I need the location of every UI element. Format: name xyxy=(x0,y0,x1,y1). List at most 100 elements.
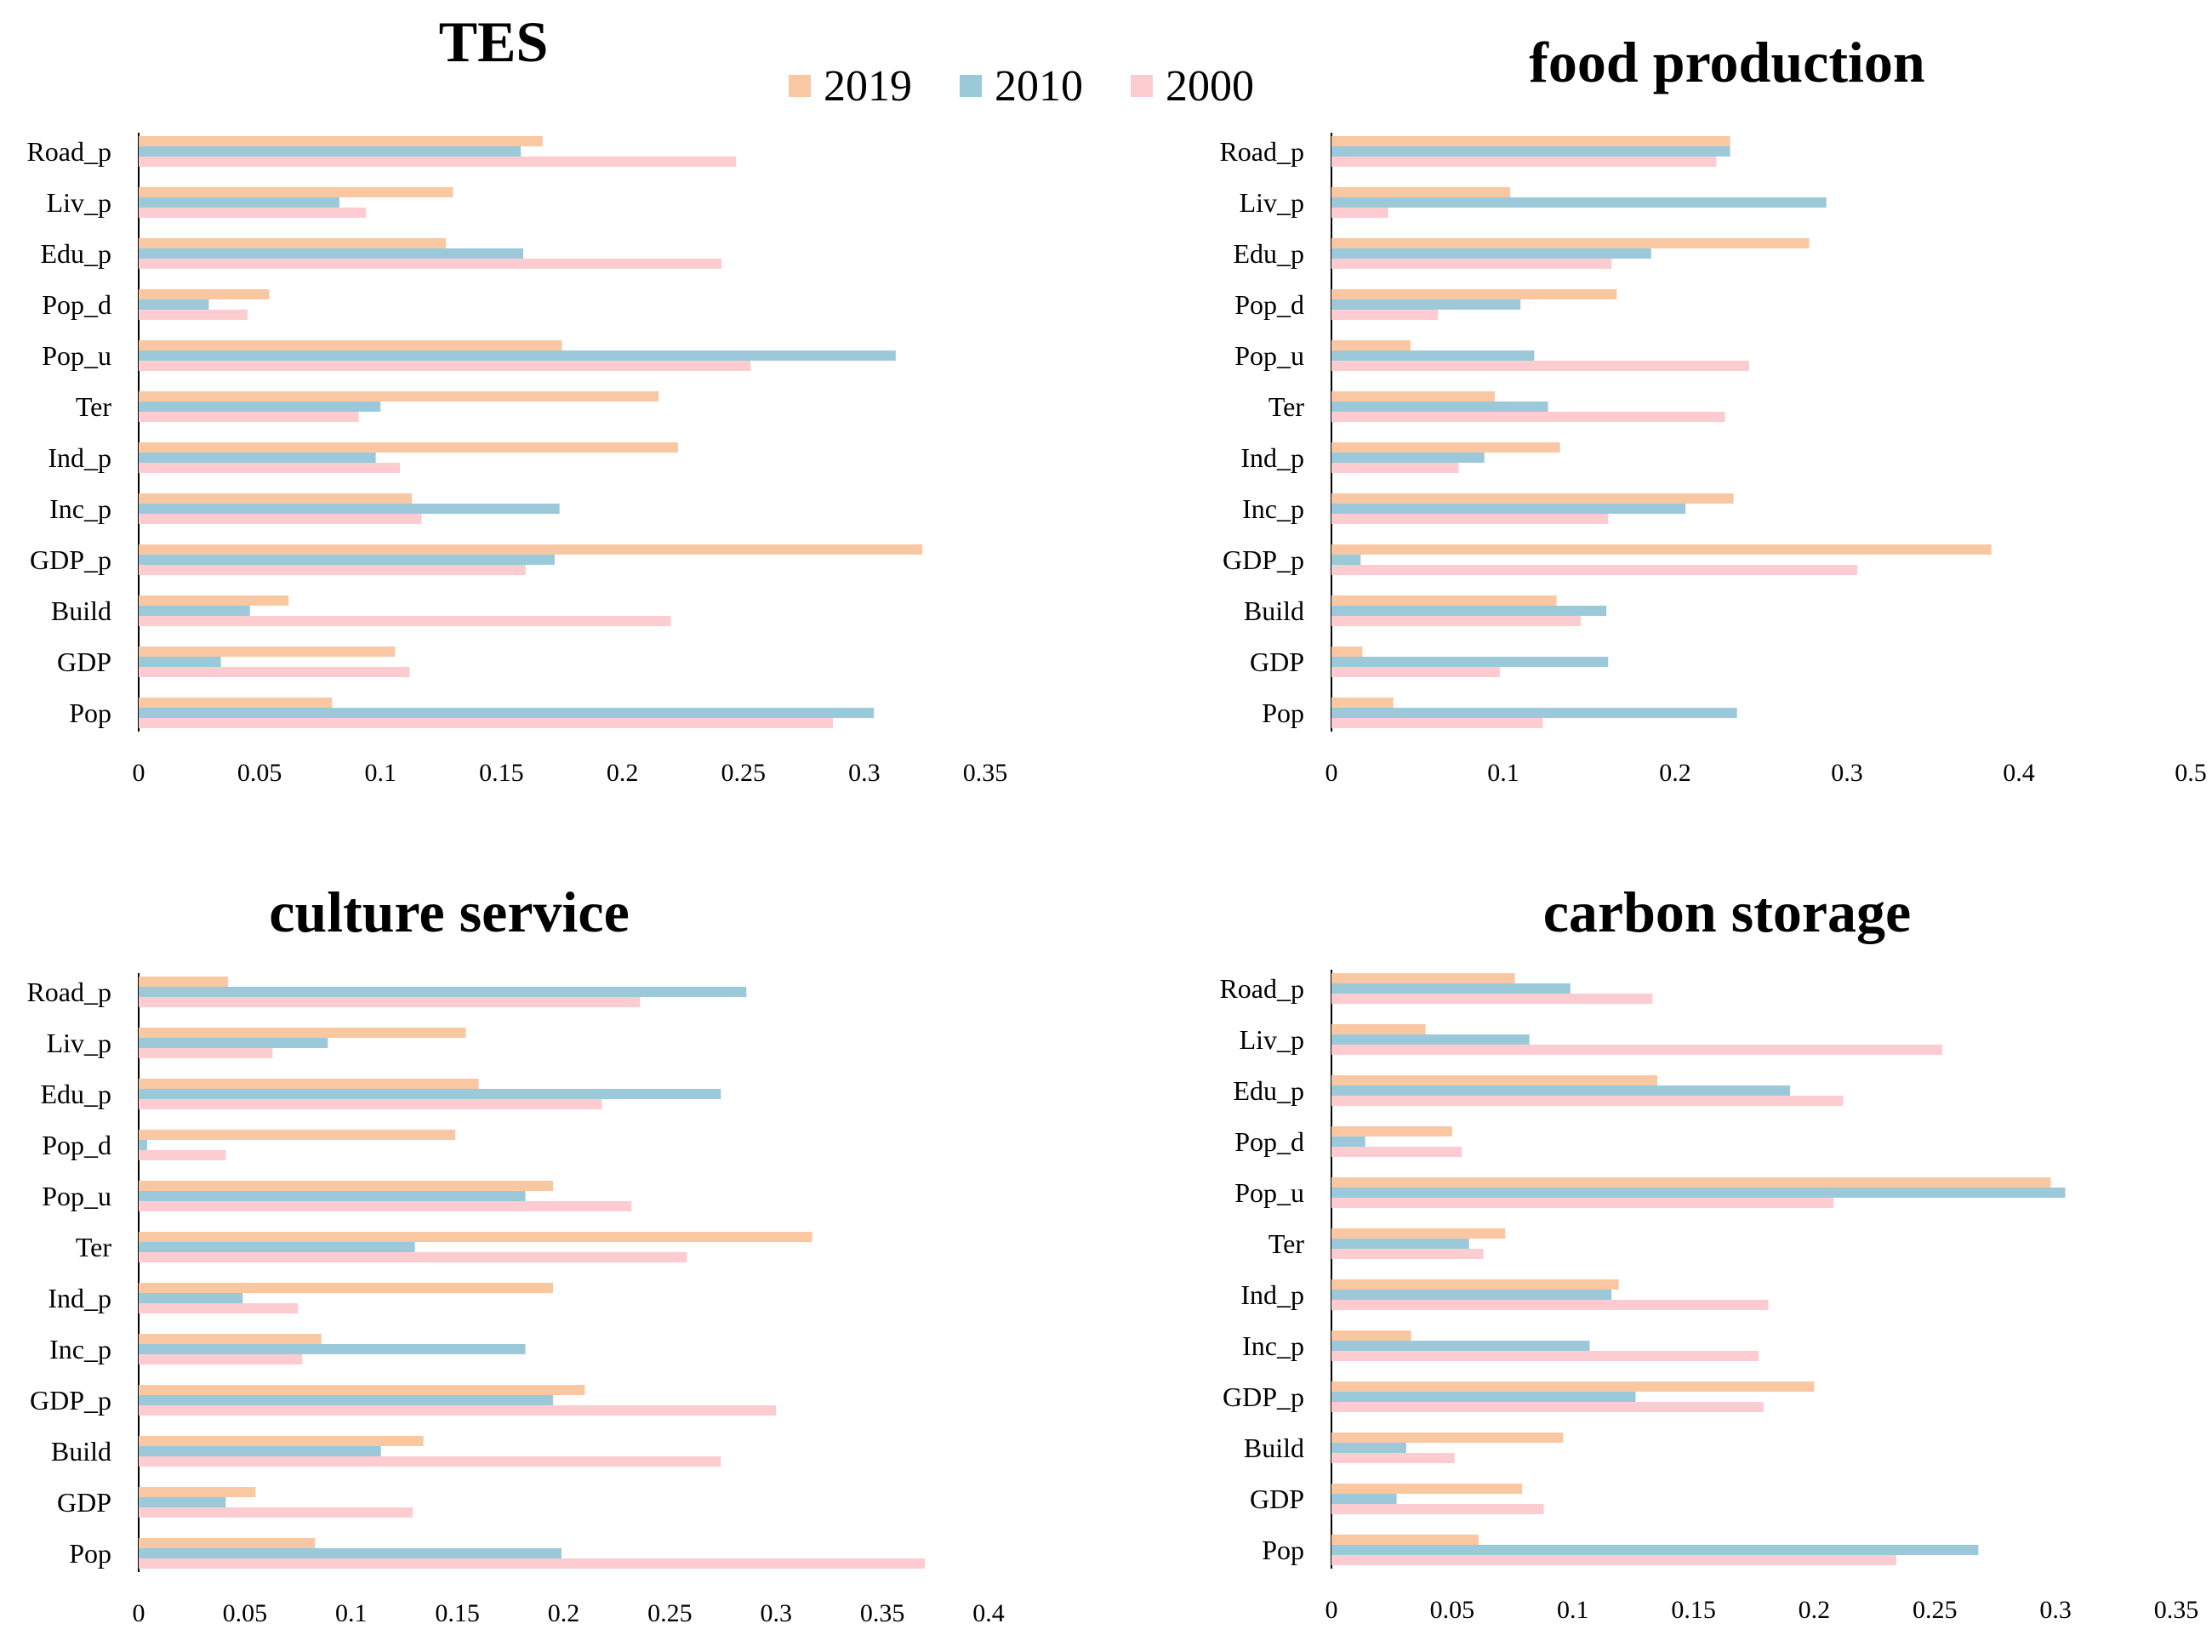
bar-liv-p-2000 xyxy=(1331,208,1388,218)
bar-edu-p-2010 xyxy=(1331,1085,1791,1096)
bar-pop-2019 xyxy=(1331,1535,1479,1545)
legend-swatch-2019 xyxy=(789,75,811,97)
bar-build-2000 xyxy=(139,616,671,626)
bar-build-2000 xyxy=(1331,616,1581,626)
bar-liv-p-2000 xyxy=(1331,1045,1942,1055)
category-label-liv-p: Liv_p xyxy=(47,187,111,218)
bar-build-2010 xyxy=(139,606,250,616)
category-label-ind-p: Ind_p xyxy=(48,442,111,473)
bar-gdp-2010 xyxy=(139,1497,226,1507)
bar-gdp-2000 xyxy=(139,1507,413,1518)
category-label-inc-p: Inc_p xyxy=(1242,1330,1304,1361)
bar-road-p-2000 xyxy=(139,997,641,1007)
category-label-pop-u: Pop_u xyxy=(42,1181,111,1211)
bar-road-p-2019 xyxy=(1331,973,1515,983)
bar-edu-p-2000 xyxy=(139,1099,602,1109)
bar-pop-2010 xyxy=(1331,1545,1979,1555)
bar-build-2019 xyxy=(139,1436,424,1446)
bar-liv-p-2019 xyxy=(1331,187,1511,197)
category-label-pop: Pop xyxy=(69,1538,111,1569)
bar-liv-p-2000 xyxy=(139,208,367,218)
category-label-liv-p: Liv_p xyxy=(1240,187,1304,218)
bar-edu-p-2010 xyxy=(139,1089,721,1099)
bar-gdp-p-2019 xyxy=(1331,544,1992,555)
category-label-build: Build xyxy=(51,595,111,626)
bar-ind-p-2000 xyxy=(1331,463,1459,473)
bar-pop-d-2019 xyxy=(139,1130,456,1140)
category-label-inc-p: Inc_p xyxy=(49,1334,111,1364)
bar-road-p-2019 xyxy=(139,977,228,987)
panel-culture-service: culture service Pop GDP Build GDP_p Inc_p Ind_… xyxy=(26,880,1004,1627)
x-tick-label: 0.25 xyxy=(721,759,766,787)
x-tick-label: 0 xyxy=(1325,1596,1338,1624)
category-label-ind-p: Ind_p xyxy=(1240,442,1304,473)
bar-build-2019 xyxy=(139,595,289,606)
chart-title: culture service xyxy=(269,880,630,944)
bar-ter-2019 xyxy=(1331,1228,1506,1239)
x-tick-label: 0.3 xyxy=(848,759,881,787)
x-tick-label: 0.1 xyxy=(335,1599,368,1627)
bar-pop-u-2000 xyxy=(139,361,751,371)
bar-gdp-2019 xyxy=(1331,1484,1523,1494)
bar-road-p-2010 xyxy=(1331,983,1571,994)
bar-gdp-p-2010 xyxy=(139,1395,554,1405)
bar-pop-u-2000 xyxy=(139,1201,632,1211)
bar-gdp-p-2010 xyxy=(1331,555,1361,565)
x-tick-label: 0.2 xyxy=(548,1599,580,1627)
bar-road-p-2000 xyxy=(1331,994,1653,1004)
bar-ind-p-2000 xyxy=(1331,1300,1769,1310)
bar-ter-2000 xyxy=(139,412,359,422)
x-tick-label: 0.2 xyxy=(607,759,639,787)
bar-pop-u-2010 xyxy=(139,350,896,361)
bar-pop-u-2019 xyxy=(139,340,562,350)
bar-pop-d-2010 xyxy=(1331,299,1521,310)
x-tick-label: 0.3 xyxy=(1831,759,1863,787)
bar-build-2000 xyxy=(139,1456,721,1467)
bar-build-2010 xyxy=(1331,1443,1406,1453)
bar-edu-p-2010 xyxy=(139,248,524,259)
bar-gdp-p-2000 xyxy=(1331,1402,1764,1412)
bar-pop-u-2010 xyxy=(1331,1188,2066,1198)
bar-edu-p-2019 xyxy=(139,1079,479,1089)
category-label-pop-d: Pop_d xyxy=(1234,1126,1304,1157)
bar-ter-2000 xyxy=(1331,412,1725,422)
category-label-road-p: Road_p xyxy=(26,136,111,167)
bar-road-p-2000 xyxy=(139,157,737,167)
category-label-pop-u: Pop_u xyxy=(1234,1177,1304,1208)
bar-gdp-2019 xyxy=(139,647,396,657)
bar-edu-p-2019 xyxy=(1331,238,1810,248)
panel-food-production: food production Pop GDP Build GDP_p Inc_p Ind_… xyxy=(1219,30,2206,787)
legend-swatch-2000 xyxy=(1131,75,1153,97)
legend-label-2000: 2000 xyxy=(1166,62,1254,111)
bar-ter-2019 xyxy=(1331,391,1495,402)
x-tick-label: 0 xyxy=(1325,759,1338,787)
category-label-gdp: GDP xyxy=(1250,1484,1304,1514)
bar-liv-p-2010 xyxy=(139,1038,328,1048)
bar-pop-d-2000 xyxy=(139,1150,226,1160)
category-label-gdp-p: GDP_p xyxy=(30,544,111,575)
bar-pop-d-2000 xyxy=(1331,1147,1462,1157)
category-label-pop: Pop xyxy=(1262,1535,1304,1565)
bar-build-2019 xyxy=(1331,595,1557,606)
bar-inc-p-2000 xyxy=(139,514,422,524)
bar-liv-p-2010 xyxy=(139,197,339,208)
bar-road-p-2010 xyxy=(139,987,747,997)
category-label-pop-u: Pop_u xyxy=(42,340,111,371)
panel-tes: TES Pop GDP Build GDP_p Inc_p Ind_p Ter Pop_u Pop… xyxy=(26,9,1007,787)
bar-pop-u-2000 xyxy=(1331,1198,1834,1208)
bar-ter-2000 xyxy=(1331,1249,1484,1259)
bar-inc-p-2019 xyxy=(139,1334,322,1344)
bar-gdp-2010 xyxy=(139,657,221,667)
category-label-road-p: Road_p xyxy=(1219,136,1304,167)
bar-inc-p-2000 xyxy=(1331,1351,1759,1361)
bar-gdp-p-2010 xyxy=(1331,1392,1636,1402)
x-tick-label: 0.05 xyxy=(237,759,282,787)
legend-swatch-2010 xyxy=(960,75,982,97)
bar-gdp-2000 xyxy=(1331,1504,1544,1514)
bar-inc-p-2010 xyxy=(1331,504,1686,514)
category-label-build: Build xyxy=(1244,1433,1304,1463)
bar-liv-p-2010 xyxy=(1331,1034,1530,1045)
category-label-ter: Ter xyxy=(1268,1228,1305,1259)
bar-gdp-2019 xyxy=(139,1487,256,1497)
bar-inc-p-2010 xyxy=(139,1344,526,1354)
